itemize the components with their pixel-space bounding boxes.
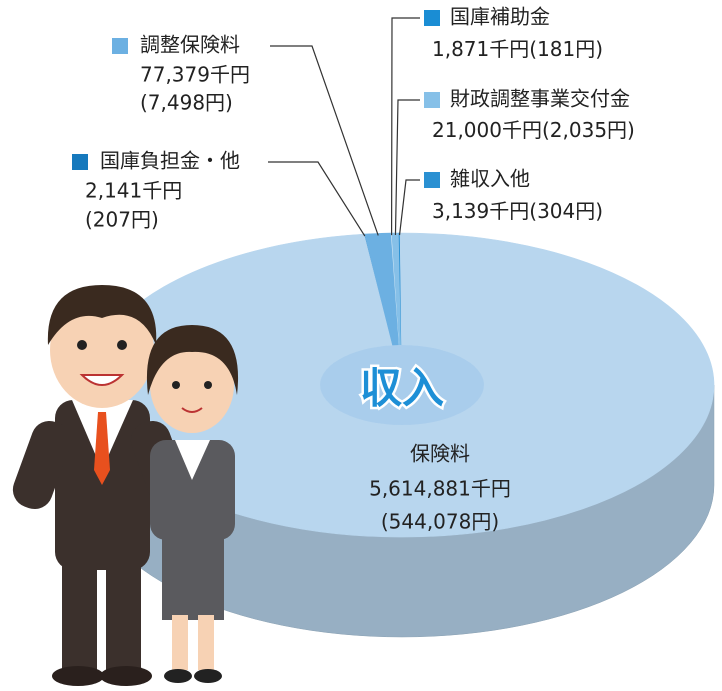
legend-swatch — [72, 154, 88, 170]
category-label: 調整保険料 — [140, 33, 240, 57]
per-person-value: (544,078円) — [381, 510, 499, 534]
value: 1,871千円 — [432, 37, 529, 61]
per-person-value: (207円) — [85, 208, 159, 232]
legend-swatch — [424, 172, 440, 188]
category-label: 財政調整事業交付金 — [450, 87, 630, 111]
leader-line — [398, 179, 420, 236]
illustration — [12, 285, 239, 686]
legend-swatch — [424, 92, 440, 108]
legend-swatch — [424, 10, 440, 26]
leader-line — [390, 17, 420, 236]
value: 21,000千円 — [432, 118, 542, 142]
per-person-value: (304円) — [529, 199, 603, 223]
value-label: 3,139千円(304円) — [432, 199, 603, 223]
legend-swatch — [112, 38, 128, 54]
category-label: 雑収入他 — [450, 167, 530, 191]
pie: 収入 — [89, 232, 715, 638]
value-label: 2,141千円 — [85, 179, 182, 203]
value-label: 5,614,881千円 — [369, 477, 511, 501]
value-label: 21,000千円(2,035円) — [432, 118, 635, 142]
hole — [320, 345, 484, 425]
per-person-value: (2,035円) — [542, 118, 635, 142]
category-label: 国庫負担金・他 — [100, 149, 240, 173]
labels: 国庫負担金・他 2,141千円 (207円) 調整保険料 77,379千円 (7,498円… — [72, 5, 635, 534]
value: 3,139千円 — [432, 199, 529, 223]
leader-line — [268, 161, 366, 237]
per-person-value: (181円) — [529, 37, 603, 61]
center-label: 収入 — [360, 364, 444, 413]
value-label: 1,871千円(181円) — [432, 37, 603, 61]
category-label: 国庫補助金 — [450, 5, 550, 29]
leader-line — [394, 99, 420, 236]
value-label: 77,379千円 — [140, 63, 250, 87]
leader-line — [270, 45, 379, 236]
per-person-value: (7,498円) — [140, 91, 233, 115]
category-label: 保険料 — [410, 442, 470, 466]
